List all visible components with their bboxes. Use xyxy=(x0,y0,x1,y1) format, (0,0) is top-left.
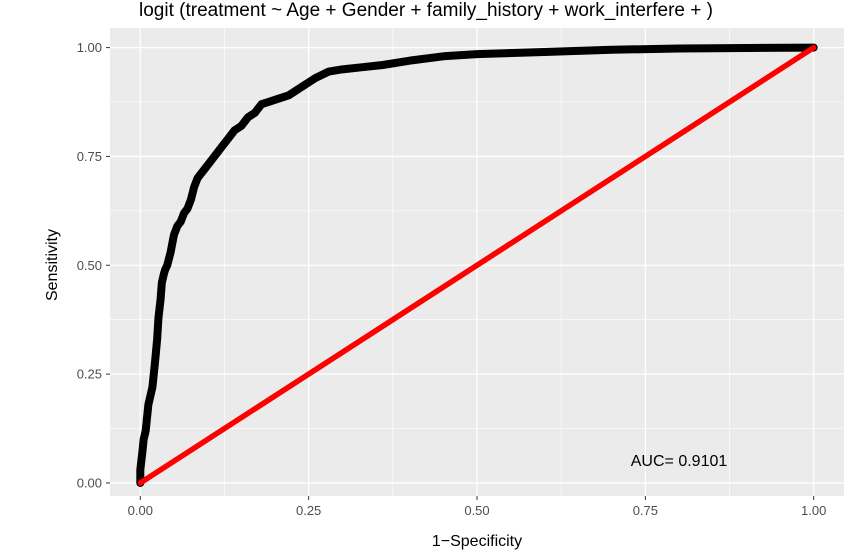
x-tick-label: 1.00 xyxy=(801,503,826,518)
x-tick-label: 0.75 xyxy=(633,503,658,518)
y-tick-label: 0.75 xyxy=(77,149,102,164)
y-tick-label: 0.50 xyxy=(77,258,102,273)
reference-diagonal-line xyxy=(137,44,817,486)
auc-annotation: AUC= 0.9101 xyxy=(631,453,728,470)
x-tick-label: 0.25 xyxy=(296,503,321,518)
y-tick-label: 0.25 xyxy=(77,367,102,382)
series-layer xyxy=(136,43,818,487)
x-axis-ticks: 0.00 0.25 0.50 0.75 1.00 xyxy=(128,496,826,518)
x-tick-label: 0.00 xyxy=(128,503,153,518)
roc-curve-line xyxy=(136,43,818,487)
x-tick-label: 0.50 xyxy=(464,503,489,518)
y-axis-ticks: 0.00 0.25 0.50 0.75 1.00 xyxy=(77,40,110,490)
x-axis-title: 1−Specificity xyxy=(432,533,522,550)
y-tick-label: 1.00 xyxy=(77,40,102,55)
chart-title: logit (treatment ~ Age + Gender + family… xyxy=(139,0,713,21)
y-tick-label: 0.00 xyxy=(77,475,102,490)
y-axis-title: Sensitivity xyxy=(44,229,61,301)
